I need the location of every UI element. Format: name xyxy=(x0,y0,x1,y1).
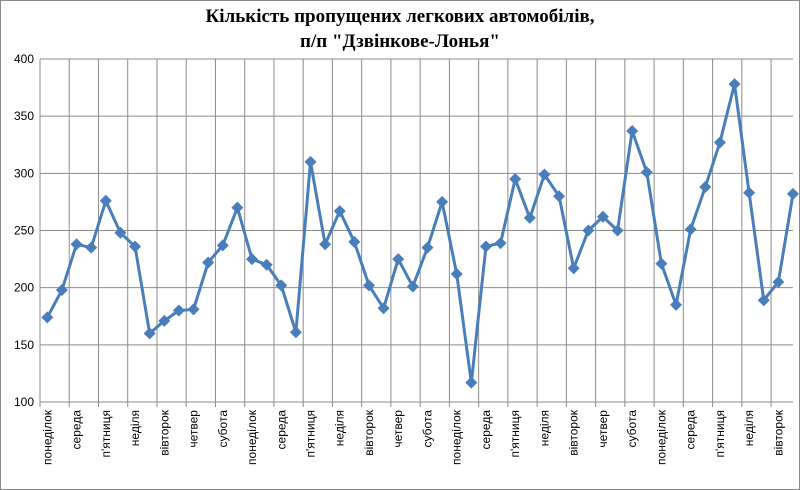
marker xyxy=(699,181,712,194)
x-tick-label: п'ятниця xyxy=(508,410,522,457)
marker xyxy=(55,283,68,296)
marker xyxy=(757,294,770,307)
marker xyxy=(523,211,536,224)
marker xyxy=(231,201,244,214)
marker xyxy=(728,78,741,91)
x-tick-label: субота xyxy=(625,410,639,448)
y-tick-label: 100 xyxy=(14,395,34,409)
x-tick-label: вівторок xyxy=(362,409,376,456)
marker xyxy=(114,226,127,239)
marker xyxy=(304,155,317,168)
x-tick-label: неділя xyxy=(742,410,756,446)
marker xyxy=(450,267,463,280)
y-tick-label: 150 xyxy=(14,338,34,352)
marker xyxy=(85,241,98,254)
marker xyxy=(406,280,419,293)
marker xyxy=(70,238,83,251)
marker xyxy=(713,136,726,149)
marker xyxy=(216,239,229,252)
x-tick-label: п'ятниця xyxy=(99,410,113,457)
marker xyxy=(787,187,799,200)
marker xyxy=(99,194,112,207)
marker xyxy=(333,205,346,218)
marker xyxy=(538,168,551,181)
x-tick-label: середа xyxy=(479,410,493,450)
marker xyxy=(553,190,566,203)
marker xyxy=(494,237,507,250)
marker xyxy=(362,279,375,292)
x-tick-label: п'ятниця xyxy=(303,410,317,457)
marker xyxy=(655,257,668,270)
x-tick-label: понеділок xyxy=(40,409,54,465)
x-tick-label: понеділок xyxy=(654,409,668,465)
x-tick-label: четвер xyxy=(187,410,201,448)
marker xyxy=(596,210,609,223)
marker xyxy=(289,326,302,339)
y-tick-label: 400 xyxy=(14,52,34,66)
y-tick-label: 300 xyxy=(14,166,34,180)
marker xyxy=(421,241,434,254)
marker xyxy=(319,238,332,251)
line xyxy=(45,82,795,385)
marker xyxy=(129,240,142,253)
chart-title: п/п "Дзвінкове-Лонья" xyxy=(300,31,500,52)
marker xyxy=(187,303,200,316)
x-tick-label: вівторок xyxy=(771,409,785,456)
y-tick-label: 250 xyxy=(14,224,34,238)
marker xyxy=(41,311,54,324)
x-tick-label: вівторок xyxy=(157,409,171,456)
x-tick-label: середа xyxy=(274,410,288,450)
x-tick-label: четвер xyxy=(596,410,610,448)
y-tick-label: 200 xyxy=(14,281,34,295)
marker xyxy=(479,240,492,253)
marker xyxy=(582,224,595,237)
x-tick-label: неділя xyxy=(333,410,347,446)
marker xyxy=(260,258,273,271)
x-tick-label: четвер xyxy=(391,410,405,448)
marker xyxy=(436,195,449,208)
x-tick-label: середа xyxy=(684,410,698,450)
x-tick-label: понеділок xyxy=(245,409,259,465)
marker xyxy=(275,279,288,292)
marker xyxy=(158,314,171,327)
marker xyxy=(465,376,478,389)
marker xyxy=(640,166,653,179)
marker xyxy=(392,253,405,266)
chart-title: Кількість пропущених легкових автомобілі… xyxy=(206,6,595,27)
x-tick-label: понеділок xyxy=(450,409,464,465)
marker xyxy=(143,327,156,340)
x-tick-label: середа xyxy=(70,410,84,450)
marker xyxy=(684,223,697,236)
marker xyxy=(611,224,624,237)
marker xyxy=(670,298,683,311)
y-tick-label: 350 xyxy=(14,109,34,123)
marker xyxy=(246,253,259,266)
x-tick-label: неділя xyxy=(128,410,142,446)
x-tick-label: неділя xyxy=(537,410,551,446)
x-tick-label: субота xyxy=(420,410,434,448)
marker xyxy=(172,304,185,317)
marker xyxy=(377,302,390,315)
x-tick-label: субота xyxy=(216,410,230,448)
x-tick-label: п'ятниця xyxy=(713,410,727,457)
marker xyxy=(743,186,756,199)
marker xyxy=(567,262,580,275)
marker xyxy=(772,275,785,288)
marker xyxy=(348,235,361,248)
marker xyxy=(202,256,215,269)
marker xyxy=(509,173,522,186)
x-tick-label: вівторок xyxy=(567,409,581,456)
marker xyxy=(626,125,639,138)
